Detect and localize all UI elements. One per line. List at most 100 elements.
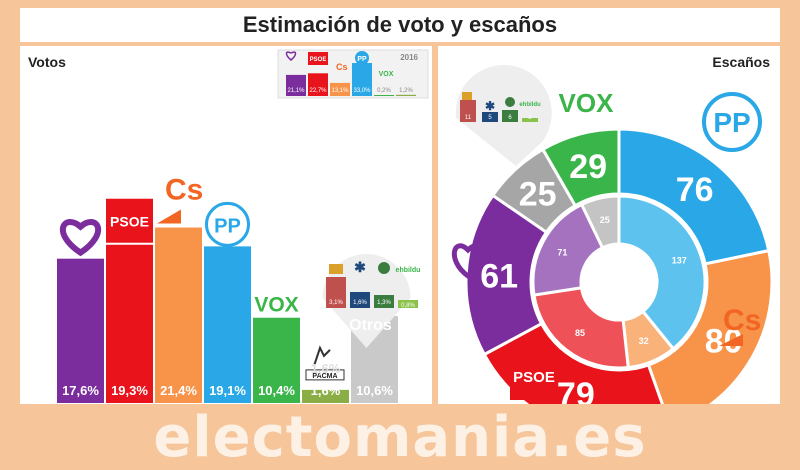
inner-label-cs: 32 (639, 336, 649, 346)
bar-cs (155, 227, 202, 403)
inset-bar-label-2: 13,1% (331, 88, 349, 94)
otros-bar-label-2: 1,3% (377, 300, 391, 306)
podemos-seats-heart-icon (451, 243, 485, 280)
cs-seats-arrow-icon (719, 334, 743, 346)
psoe-logo-box (106, 198, 153, 243)
bar-value-label-cs: 21,4% (160, 383, 197, 398)
bar-podemos (57, 258, 104, 403)
inner-slice-otros (579, 194, 621, 250)
pp-logo: PP (214, 215, 241, 237)
inset-vox-logo: VOX (379, 71, 394, 78)
inset-2016-label: 2016 (400, 53, 418, 62)
otros-bar-2 (374, 295, 394, 308)
otros-seats-bar-label-3: 2 (528, 115, 532, 121)
otros-bar-1 (350, 292, 370, 308)
otros-seats-bar-label-0: 11 (465, 115, 472, 121)
bar-value-label-pacma: 1,6% (311, 383, 341, 398)
cs-seats-logo: Cs (723, 304, 761, 337)
inset-bar-2 (330, 82, 350, 96)
erc-seats-logo-icon (462, 92, 472, 100)
inner-slice-psoe (532, 286, 630, 370)
infographic: Estimación de voto y escaños Votos 17,6%… (20, 8, 780, 470)
inner-label-otros: 25 (600, 215, 610, 225)
podemos-heart-icon (59, 219, 102, 257)
inset-bar-3 (352, 63, 372, 96)
pdecat-logo-icon (378, 262, 390, 274)
bildu-logo: ehbildu (396, 267, 421, 274)
otros-seats-bar-label-1: 5 (488, 115, 492, 121)
inset-bar-label-3: 33,0% (353, 88, 371, 94)
bar-value-label-psoe: 19,3% (111, 383, 148, 398)
pnv-star-icon: ✱ (354, 259, 366, 275)
otros-label: Otros (349, 317, 392, 334)
otros-bar-label-3: 0,8% (401, 303, 415, 309)
inner-label-pp: 137 (672, 256, 687, 266)
inset-bar-label-5: 1,2% (399, 88, 413, 94)
psoe-seats-logo-box (510, 352, 558, 400)
outer-slice-pp (617, 127, 771, 266)
inset-psoe-logo-box (308, 52, 328, 65)
inset-pp-logo-circle (355, 51, 369, 65)
votes-bar-chart: 17,6% 19,3% 21,4% 19,1% 10,4% 1,6% 10,6% PSOE Cs… (57, 49, 429, 403)
bar-value-label-otros: 10,6% (356, 383, 393, 398)
vox-seats-logo: VOX (559, 88, 615, 118)
inner-slice-pp (617, 194, 707, 351)
watermark: electomania.es (153, 405, 647, 470)
psoe-logo: PSOE (110, 214, 149, 230)
outer-slice-cs (646, 248, 774, 404)
cs-logo: Cs (165, 174, 203, 207)
bar-psoe (106, 244, 153, 403)
otros-bar-label-1: 1,6% (353, 300, 367, 306)
bar-value-label-podemos: 17,6% (62, 383, 99, 398)
otros-seats-bar-2 (502, 110, 518, 122)
otros-bar-label-0: 3,1% (329, 300, 343, 306)
otros-seats-bar-3 (522, 118, 538, 122)
cs-arrow-icon (157, 209, 181, 224)
inset-bar-5 (396, 94, 416, 96)
inset-cs-logo: Cs (336, 62, 348, 72)
psoe-seats-logo: PSOE (513, 369, 555, 386)
seats-label: Escaños (712, 54, 770, 70)
pacma-logo-box (305, 369, 345, 381)
erc-logo-icon (329, 264, 343, 274)
outer-label-vox: 29 (569, 148, 607, 186)
pacma-animal-icon (313, 345, 331, 367)
outer-label-pp: 76 (676, 171, 714, 209)
inset-bar-0 (286, 74, 306, 96)
bar-value-label-vox: 10,4% (258, 383, 295, 398)
bar-value-label-pp: 19,1% (209, 383, 246, 398)
inset-bar-4 (374, 95, 394, 96)
inset-bar-label-0: 21,1% (287, 88, 305, 94)
otros-seats-bar-1 (482, 112, 498, 122)
otros-bar-0 (326, 277, 346, 308)
outer-label-podemos: 61 (480, 257, 518, 295)
inner-label-psoe: 85 (575, 328, 585, 338)
seats-panel: Escaños 76 80 79 61 25 29 137 32 85 71 25 PP VOX Cs PS… (438, 46, 780, 404)
inner-slice-podemos (531, 202, 605, 297)
inset-bar-label-4: 0,2% (377, 88, 391, 94)
votes-label: Votos (28, 54, 66, 70)
pp-seats-logo-circle (702, 92, 762, 152)
bar-pp (204, 246, 251, 403)
inset-bar-label-1: 22,7% (309, 88, 327, 94)
inner-label-podemos: 71 (557, 247, 567, 257)
inset-podemos-heart-icon (285, 51, 297, 61)
pp-seats-logo: PP (713, 107, 750, 138)
vox-logo: VOX (254, 294, 298, 317)
pnv-seats-star-icon: ✱ (485, 99, 495, 113)
otros-seats-bar-label-2: 6 (508, 115, 512, 121)
pacma-label-shadow: 1,6% (311, 361, 341, 376)
pp-logo-circle (205, 201, 250, 247)
outer-label-otros: 25 (519, 176, 557, 214)
pdecat-seats-logo-icon (505, 97, 515, 107)
outer-label-psoe: 79 (557, 376, 595, 404)
inset-pp-logo: PP (357, 56, 367, 63)
page-title: Estimación de voto y escaños (20, 8, 780, 42)
bildu-seats-logo: ehbildu (519, 102, 541, 108)
pacma-logo: PACMA (312, 373, 337, 380)
bar-vox (253, 317, 300, 403)
inset-psoe-logo: PSOE (310, 57, 327, 63)
inset-bar-1 (308, 73, 328, 96)
bar-pacma (302, 389, 349, 403)
